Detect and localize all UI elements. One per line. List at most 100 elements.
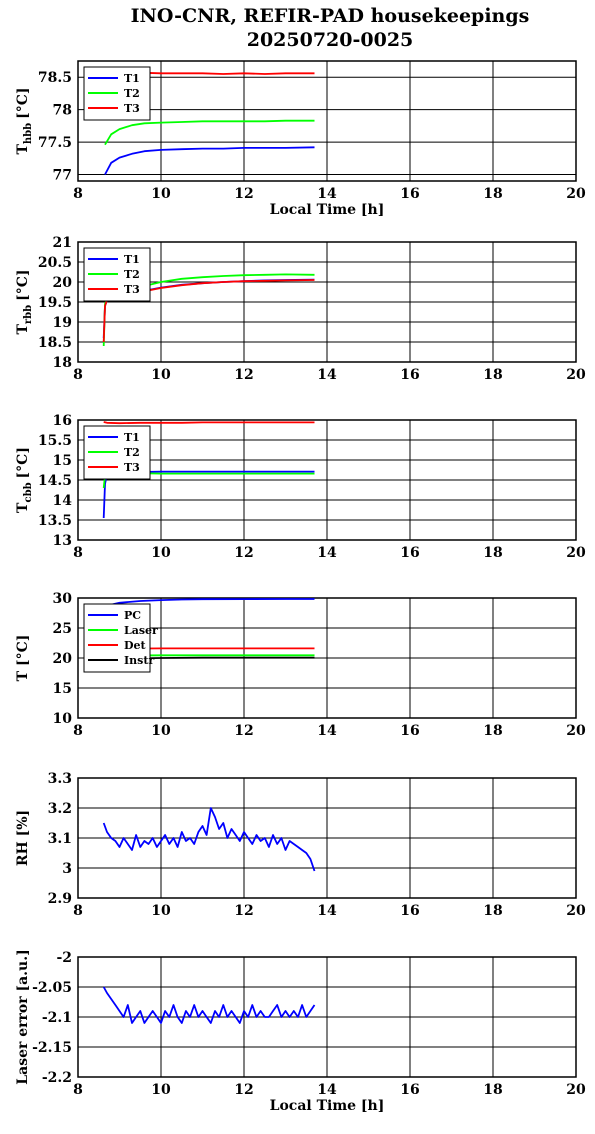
legend: PC Laser Det Instr xyxy=(83,603,158,673)
y-axis-label: Tcbb[°C] xyxy=(15,447,34,513)
x-tick-label: 8 xyxy=(73,545,83,561)
legend: T1 T2 T3 xyxy=(83,425,151,480)
x-tick-label: 8 xyxy=(73,723,83,739)
x-tick-label: 20 xyxy=(566,723,586,739)
x-tick-label: 8 xyxy=(73,186,83,202)
series-line-pc xyxy=(103,598,315,608)
y-tick-label: 2.9 xyxy=(48,891,72,907)
y-tick-label: 18.5 xyxy=(38,335,72,351)
legend-label: Laser xyxy=(124,624,158,637)
series-line-t1 xyxy=(104,146,315,175)
chart-panel-5: 2.9 3 3.1 3.2 3.3 8 10 12 14 16 18 20 RH [%] xyxy=(15,771,586,919)
x-tick-label: 20 xyxy=(566,545,586,561)
y-tick-label: 78.5 xyxy=(38,70,72,86)
y-tick-label: 3.1 xyxy=(48,831,72,847)
figure-title: INO-CNR, REFIR-PAD housekeepings xyxy=(131,5,530,27)
x-tick-label: 10 xyxy=(151,186,171,202)
y-tick-label: 15 xyxy=(53,453,72,469)
y-tick-label: 30 xyxy=(53,591,73,607)
y-tick-label: 21 xyxy=(53,235,72,251)
legend-label: PC xyxy=(124,609,141,622)
chart-panel-2: 18 18.5 19 19.5 20 20.5 21 8 10 12 14 16 18 20 Trbb[°C… xyxy=(15,235,586,383)
series-line-data xyxy=(102,807,316,872)
plot-frame xyxy=(77,956,577,1078)
x-tick-label: 20 xyxy=(566,367,586,383)
y-axis-label: Laser error [a.u.] xyxy=(15,949,31,1084)
x-tick-label: 16 xyxy=(400,903,419,919)
y-tick-label: -2.2 xyxy=(42,1070,72,1086)
legend-label: T3 xyxy=(124,102,140,115)
legend: T1 T2 T3 xyxy=(83,247,151,302)
legend: T1 T2 T3 xyxy=(83,66,151,121)
y-tick-label: -2 xyxy=(56,950,72,966)
x-tick-label: 20 xyxy=(566,903,586,919)
x-tick-label: 12 xyxy=(234,1082,253,1098)
x-tick-label: 18 xyxy=(483,367,502,383)
y-axis-label: Thbb[°C] xyxy=(15,87,34,154)
y-tick-label: 13 xyxy=(53,533,72,549)
legend-label: T2 xyxy=(124,268,140,281)
legend-label: T3 xyxy=(124,461,140,474)
legend-label: T1 xyxy=(124,253,140,266)
y-axis-label: Trbb[°C] xyxy=(15,269,34,334)
x-tick-label: 20 xyxy=(566,1082,586,1098)
y-tick-label: 19 xyxy=(53,315,72,331)
y-tick-label: 77.5 xyxy=(38,135,72,151)
legend-label: Instr xyxy=(124,654,154,667)
y-tick-label: 15 xyxy=(53,681,72,697)
x-tick-label: 12 xyxy=(234,903,253,919)
x-tick-label: 14 xyxy=(317,903,337,919)
x-axis-label: Local Time [h] xyxy=(270,1098,385,1114)
legend-label: T1 xyxy=(124,72,140,85)
y-tick-label: 20.5 xyxy=(38,255,72,271)
y-tick-label: 18 xyxy=(53,355,72,371)
series-line-t3 xyxy=(119,71,315,75)
x-tick-label: 8 xyxy=(73,1082,83,1098)
chart-panel-1: 77 77.5 78 78.5 8 10 12 14 16 18 20 Local Time [h] T… xyxy=(15,60,586,218)
x-tick-label: 8 xyxy=(73,367,83,383)
x-tick-label: 18 xyxy=(483,1082,502,1098)
y-tick-label: 25 xyxy=(53,621,72,637)
legend-label: T3 xyxy=(124,283,140,296)
x-tick-label: 12 xyxy=(234,367,253,383)
y-tick-label: 14.5 xyxy=(38,473,72,489)
plot-frame xyxy=(77,777,577,899)
y-tick-label: 10 xyxy=(53,711,73,727)
x-tick-label: 18 xyxy=(483,545,502,561)
x-tick-label: 14 xyxy=(317,367,337,383)
x-tick-label: 20 xyxy=(566,186,586,202)
legend-label: T2 xyxy=(124,87,140,100)
y-tick-label: 20 xyxy=(53,275,73,291)
y-tick-label: 77 xyxy=(53,168,72,184)
x-tick-label: 18 xyxy=(483,723,502,739)
plot-frame xyxy=(77,60,577,182)
legend-label: Det xyxy=(124,639,147,652)
y-axis-label: T [°C] xyxy=(15,635,31,682)
x-tick-label: 16 xyxy=(400,1082,419,1098)
y-axis-label: RH [%] xyxy=(15,810,31,866)
x-tick-label: 12 xyxy=(234,545,253,561)
y-tick-label: -2.05 xyxy=(32,980,72,996)
y-tick-label: 3 xyxy=(62,861,72,877)
y-tick-label: 3.3 xyxy=(48,771,72,787)
x-axis-label: Local Time [h] xyxy=(270,202,385,218)
x-tick-label: 16 xyxy=(400,723,419,739)
x-tick-label: 18 xyxy=(483,903,502,919)
chart-panel-6: -2.2 -2.15 -2.1 -2.05 -2 8 10 12 14 16 18 20 Local T… xyxy=(15,949,586,1114)
y-tick-label: 3.2 xyxy=(48,801,72,817)
y-tick-label: -2.15 xyxy=(32,1040,72,1056)
plot-frame xyxy=(77,419,577,541)
series-line-data xyxy=(102,986,316,1024)
x-tick-label: 16 xyxy=(400,367,419,383)
x-tick-label: 10 xyxy=(151,903,171,919)
x-tick-label: 12 xyxy=(234,723,253,739)
x-tick-label: 14 xyxy=(317,1082,337,1098)
y-tick-label: 13.5 xyxy=(38,513,72,529)
x-tick-label: 10 xyxy=(151,723,171,739)
x-tick-label: 14 xyxy=(317,186,337,202)
legend-label: T2 xyxy=(124,446,140,459)
x-tick-label: 18 xyxy=(483,186,502,202)
